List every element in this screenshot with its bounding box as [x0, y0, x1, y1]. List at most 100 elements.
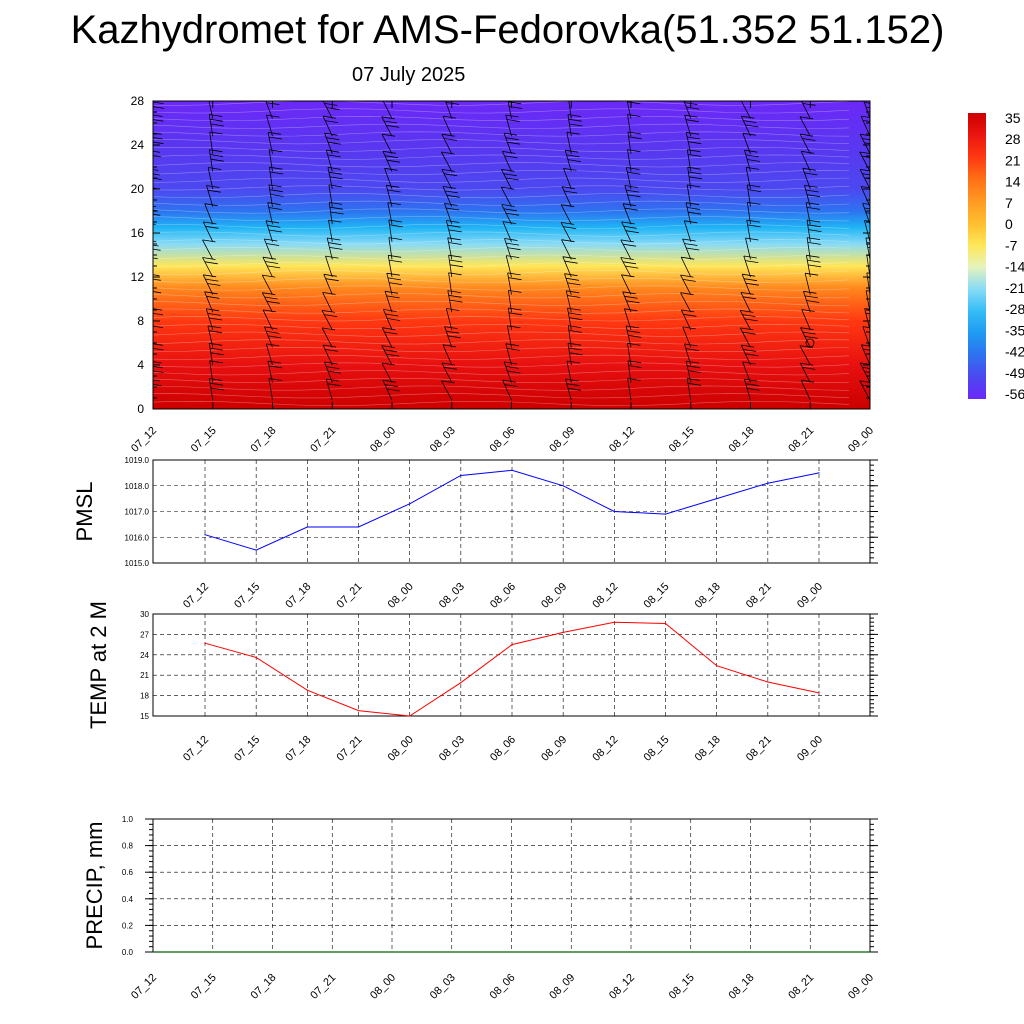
wind-barb: [865, 237, 870, 260]
wind-barb: [153, 169, 154, 172]
wind-barb: [560, 222, 572, 242]
wind-barb-feather: [683, 98, 696, 100]
wind-barb-feather: [505, 137, 519, 141]
x-tick-label: 08_12: [607, 972, 637, 1002]
wind-barb-feather: [502, 221, 516, 224]
wind-barb-feather: [327, 237, 341, 241]
data-point: [664, 622, 667, 625]
wind-barb-feather: [859, 380, 870, 383]
wind-barb-feather: [627, 330, 641, 334]
wind-barb-feather: [565, 277, 580, 281]
wind-barb-feather: [265, 220, 280, 224]
wind-barb-feather: [566, 383, 580, 387]
wind-barb: [263, 238, 273, 260]
wind-barb-feather: [264, 296, 278, 300]
chart-subtitle: 07 July 2025: [352, 64, 466, 86]
colorbar-label: -35: [1005, 322, 1024, 338]
wind-barb: [381, 362, 393, 383]
wind-barb-feather: [501, 186, 515, 190]
wind-barb-feather: [324, 314, 338, 317]
contour-line: [153, 185, 850, 191]
contour-line: [153, 162, 850, 168]
wind-barb: [806, 255, 811, 278]
wind-barb-feather: [266, 243, 280, 246]
x-tick-label: 07_18: [283, 581, 313, 611]
wind-barb-feather: [446, 220, 460, 223]
wind-barb: [860, 115, 870, 137]
wind-barb: [202, 257, 214, 278]
wind-barb-feather: [501, 169, 515, 172]
wind-barb-feather: [865, 212, 870, 214]
wind-barb-feather: [322, 327, 336, 331]
wind-barb-feather: [321, 310, 336, 313]
wind-barb-feather: [628, 136, 642, 140]
wind-barb-feather: [627, 342, 641, 346]
wind-barb-feather: [267, 225, 281, 228]
wind-barb-feather: [745, 124, 759, 128]
wind-barb-feather: [447, 290, 461, 293]
wind-barb-feather: [441, 380, 455, 384]
wind-barb-feather: [565, 149, 579, 153]
wind-barb-feather: [561, 186, 576, 189]
wind-barb-feather: [203, 274, 217, 278]
y-axis-title: PMSL: [72, 482, 97, 542]
wind-barb: [384, 168, 393, 190]
wind-barb-feather: [626, 189, 640, 193]
wind-barb: [328, 220, 333, 242]
y-tick-label: 0.4: [122, 895, 134, 904]
wind-barb: [325, 378, 333, 401]
x-tick-label: 08_06: [488, 972, 518, 1002]
wind-barb-feather: [799, 116, 813, 120]
pmsl-panel: 1015.0 1016.0 1017.0 1018.0 1019.0 07_12 07_15…: [72, 456, 878, 611]
wind-barb: [322, 101, 333, 119]
data-point: [255, 549, 257, 551]
wind-barb: [265, 343, 273, 366]
wind-barb-feather: [747, 189, 761, 192]
chart-title: Kazhydromet for AMS-Fedorovka(51.352 51.…: [70, 8, 945, 52]
wind-barb: [441, 134, 453, 154]
wind-barb: [627, 149, 632, 172]
wind-barb: [567, 308, 572, 330]
wind-barb-feather: [507, 247, 521, 251]
wind-barb: [744, 378, 751, 401]
wind-barb-feather: [209, 342, 223, 346]
wind-barb-feather: [267, 131, 282, 135]
wind-barb-feather: [569, 123, 583, 127]
wind-barb-feather: [682, 279, 696, 282]
wind-barb-feather: [801, 150, 815, 154]
wind-barb-feather: [745, 282, 759, 286]
data-point: [511, 644, 513, 646]
wind-barb-feather: [506, 119, 521, 122]
contour-line: [153, 200, 850, 206]
wind-barb-feather: [808, 229, 822, 232]
wind-barb-feather: [324, 349, 339, 352]
wind-barb-feather: [385, 313, 399, 317]
colorbar-label: 0: [1005, 216, 1013, 232]
wind-barb-feather: [505, 366, 519, 369]
wind-barb-feather: [504, 238, 518, 241]
temp-panel: 15 18 21 24 27 30 07_12 07_15 07_18 07_21 08_00 08_…: [86, 601, 878, 764]
wind-barb-feather: [688, 154, 702, 157]
wind-barb: [561, 239, 572, 260]
y-tick-label: 8: [137, 314, 144, 328]
wind-barb-feather: [745, 237, 759, 241]
wind-barb-feather: [501, 204, 515, 207]
wind-barb: [322, 344, 333, 366]
x-tick-label: 08_21: [786, 425, 816, 455]
wind-barb-feather: [805, 272, 819, 276]
wind-barb-feather: [505, 343, 519, 347]
contour-line: [153, 385, 850, 391]
wind-barb: [153, 151, 154, 154]
y-tick-label: 1.0: [122, 815, 134, 824]
data-point: [511, 469, 513, 471]
wind-barb-feather: [153, 187, 157, 189]
wind-barb-feather: [864, 102, 870, 104]
wind-barb-feather: [441, 362, 455, 366]
wind-barb: [441, 151, 453, 172]
wind-barb: [627, 343, 632, 366]
wind-barb: [153, 398, 154, 401]
wind-barb-feather: [864, 371, 870, 373]
wind-barb: [799, 362, 811, 383]
wind-barb-feather: [561, 204, 575, 208]
y-tick-label: 27: [140, 630, 149, 639]
